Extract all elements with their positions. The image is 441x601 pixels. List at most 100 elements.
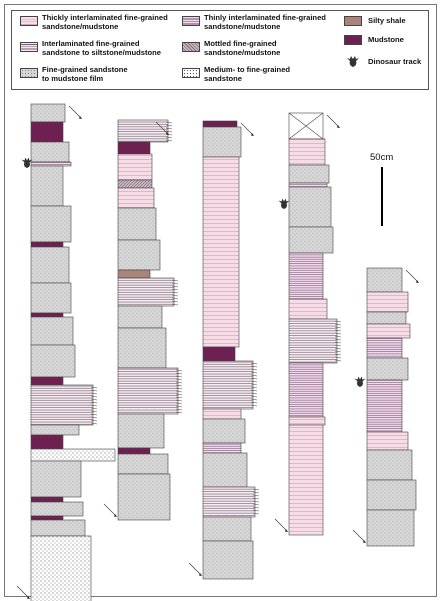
fine-sandstone-bed xyxy=(30,165,64,207)
legend-label-inter: Interlaminated fine-grained sandstone to … xyxy=(42,39,161,57)
legend-label-thick: Thickly interlaminated fine-grained sands… xyxy=(42,13,168,31)
thin-interlaminated-bed xyxy=(288,252,324,300)
dinosaur-track-icon xyxy=(354,376,366,387)
legend: Thickly interlaminated fine-grained sands… xyxy=(11,10,429,90)
fine-sandstone-bed xyxy=(288,226,334,254)
mudstone-bed xyxy=(202,346,236,362)
dinosaur-track-icon xyxy=(278,198,290,209)
legend-label-silty: Silty shale xyxy=(368,16,406,25)
fine-sandstone-bed xyxy=(30,316,74,346)
fine-sandstone-bed xyxy=(202,126,242,158)
fine-sandstone-bed xyxy=(30,246,70,284)
dinosaur-track-icon xyxy=(21,157,33,168)
fine-sandstone-bed xyxy=(202,452,248,488)
mudstone-bed xyxy=(117,141,151,155)
mottled-bed xyxy=(117,179,153,189)
mudstone-bed xyxy=(30,121,64,143)
fine-sandstone-bed xyxy=(30,344,76,378)
interlaminated-bed xyxy=(117,277,175,307)
fine-sandstone-bed xyxy=(366,267,403,293)
fine-sandstone-bed xyxy=(288,186,332,228)
thick-interlaminated-bed xyxy=(117,187,155,209)
fine-sandstone-bed xyxy=(202,418,246,444)
legend-label-mudstone: Mudstone xyxy=(368,35,404,44)
thin-interlaminated-bed xyxy=(30,161,72,167)
stratigraphic-column-1 xyxy=(16,103,116,601)
legend-swatch-silty xyxy=(344,16,362,26)
legend-label-track: Dinosaur track xyxy=(368,57,422,66)
interlaminated-bed xyxy=(202,486,256,518)
mudstone-bed xyxy=(30,515,64,521)
thick-interlaminated-bed xyxy=(288,138,326,166)
fine-sandstone-bed xyxy=(30,282,72,314)
fine-sandstone-bed xyxy=(366,449,413,481)
interlaminated-bed xyxy=(117,367,179,415)
thick-interlaminated-bed xyxy=(288,298,328,320)
legend-swatch-thin xyxy=(182,16,200,26)
mudstone-bed xyxy=(30,241,64,248)
fine-sandstone-bed xyxy=(117,305,163,329)
stratigraphic-column-3 xyxy=(188,120,260,580)
thick-interlaminated-bed xyxy=(288,424,324,536)
mudstone-bed xyxy=(30,376,64,386)
medium-sandstone-bed xyxy=(30,535,92,601)
fine-sandstone-bed xyxy=(30,519,86,537)
mudstone-bed xyxy=(30,312,64,318)
fine-sandstone-bed xyxy=(366,509,415,547)
thin-interlaminated-bed xyxy=(288,362,324,418)
stratigraphic-column-2 xyxy=(103,119,183,521)
fine-sandstone-bed xyxy=(30,460,82,498)
legend-label-medium: Medium- to fine-grained sandstone xyxy=(204,65,291,83)
fine-sandstone-bed xyxy=(202,516,252,542)
stratigraphic-column-5 xyxy=(352,267,419,547)
thick-interlaminated-bed xyxy=(288,416,326,426)
fine-sandstone-bed xyxy=(117,453,169,475)
fine-sandstone-bed xyxy=(30,501,84,517)
thick-interlaminated-bed xyxy=(202,156,240,348)
thick-interlaminated-bed xyxy=(366,431,409,451)
thin-interlaminated-bed xyxy=(366,379,403,433)
dinosaur-track-icon xyxy=(347,56,359,67)
fine-sandstone-bed xyxy=(117,327,167,369)
fine-sandstone-bed xyxy=(366,357,409,381)
fine-sandstone-bed xyxy=(202,540,254,580)
mudstone-bed xyxy=(30,434,64,450)
thick-interlaminated-bed xyxy=(202,408,242,420)
fine-sandstone-bed xyxy=(117,239,161,271)
fine-sandstone-bed xyxy=(288,164,330,184)
legend-swatch-fine xyxy=(20,68,38,78)
silty-shale-bed xyxy=(117,269,151,279)
interlaminated-bed xyxy=(117,119,169,143)
mudstone-bed xyxy=(30,496,64,503)
legend-label-mottled: Mottled fine-grained sandstone/mudstone xyxy=(204,39,281,57)
fine-sandstone-bed xyxy=(117,207,157,241)
thin-interlaminated-bed xyxy=(202,442,242,454)
fine-sandstone-bed xyxy=(366,479,417,511)
mudstone-bed xyxy=(202,120,238,128)
fine-sandstone-bed xyxy=(117,473,171,521)
fine-sandstone-bed xyxy=(366,311,407,325)
thick-interlaminated-bed xyxy=(366,323,411,339)
mudstone-bed xyxy=(117,447,151,455)
scale-bar-label: 50cm xyxy=(370,152,394,163)
stratigraphic-column-4 xyxy=(274,112,342,536)
legend-label-fine: Fine-grained sandstone to mudstone film xyxy=(42,65,128,83)
medium-sandstone-bed xyxy=(30,448,116,462)
thick-interlaminated-bed xyxy=(117,153,153,181)
fine-sandstone-bed xyxy=(117,413,165,449)
legend-label-thin: Thinly interlaminated fine-grained sandst… xyxy=(204,13,326,31)
thick-interlaminated-bed xyxy=(366,291,409,313)
legend-swatch-mottled xyxy=(182,42,200,52)
interlaminated-bed xyxy=(30,384,94,426)
interlaminated-bed xyxy=(288,318,338,364)
fine-sandstone-bed xyxy=(30,103,66,123)
legend-swatch-mudstone xyxy=(344,35,362,45)
legend-swatch-inter xyxy=(20,42,38,52)
legend-swatch-medium xyxy=(182,68,200,78)
fine-sandstone-bed xyxy=(30,424,80,436)
figure-frame xyxy=(4,4,437,597)
legend-swatch-thick xyxy=(20,16,38,26)
thin-interlaminated-bed xyxy=(288,182,328,188)
thin-interlaminated-bed xyxy=(366,337,403,359)
